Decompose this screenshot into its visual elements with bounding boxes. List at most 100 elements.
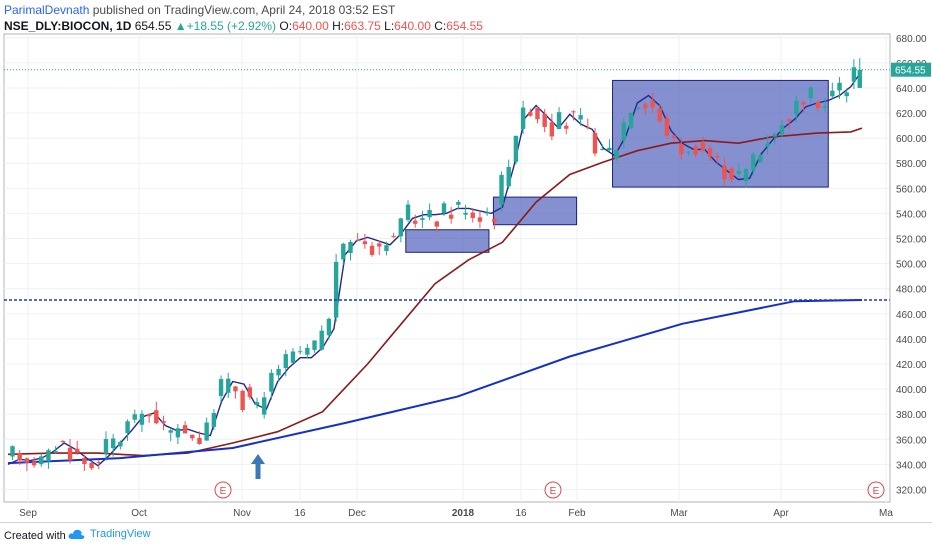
candle [506,166,511,187]
candle [348,242,353,253]
price-change: +18.55 (+2.92%) [186,19,277,33]
candle [355,239,360,241]
candle [477,217,483,222]
candle [377,243,382,247]
candle [17,453,22,461]
brand-name: TradingView [90,528,151,540]
candle [427,210,432,218]
candle [233,386,238,392]
symbol-name: NSE_DLY:BIOCON, 1D [4,19,132,33]
price-tick-label: 580.00 [896,159,927,170]
candle [513,135,519,162]
candle [132,414,137,420]
candle [89,462,94,469]
candle [269,372,274,392]
last-price: 654.55 [134,19,172,33]
close-label: C: [434,19,447,33]
candle [743,168,749,182]
tradingview-logo[interactable]: TradingView [68,528,151,540]
candle [772,133,778,137]
candle [786,119,792,121]
candle [686,151,691,153]
candle [218,379,224,397]
close-value: 654.55 [446,19,483,33]
candle [182,425,188,434]
candle [96,461,101,463]
candle [398,218,404,237]
arrow-up-icon [251,454,265,479]
candle [197,437,202,444]
price-tick-label: 420.00 [896,360,927,371]
high-label: H: [332,19,345,33]
candle [671,135,677,138]
candle [722,165,727,180]
candle [283,354,288,369]
price-tick-label: 440.00 [896,335,927,346]
candle [190,434,195,439]
candle [110,438,116,449]
candle [53,450,58,452]
price-tick-label: 480.00 [896,285,927,296]
candle [600,148,605,150]
candle [729,168,734,180]
candle [204,422,209,441]
candle [125,421,130,433]
price-tick-label: 640.00 [896,84,927,95]
candle [290,351,296,363]
candle [715,156,720,158]
publish-text: published on TradingView.com, April 24, … [92,3,396,17]
earnings-marker-icon [867,481,885,499]
candle [650,100,655,108]
time-tick-label: Apr [773,508,789,519]
candle [657,108,662,122]
candle [614,150,619,159]
earnings-marker-label: E [873,486,880,497]
candle [607,147,612,151]
author-link[interactable]: ParimalDevnath [4,3,90,17]
candle [262,397,267,415]
candle [822,106,828,109]
candle [628,112,634,129]
candle [154,410,159,424]
candle [851,67,857,82]
candle [247,387,253,397]
price-tick-label: 680.00 [896,34,927,45]
candle [492,218,497,222]
price-tick-label: 600.00 [896,134,927,145]
candle [765,143,770,147]
price-axis[interactable]: 320.00 340.00 360.00 380.00 400.00 420.00 440.… [889,34,931,502]
candle [146,414,152,417]
footer: Created with TradingView [0,522,932,551]
price-tick-label: 460.00 [896,310,927,321]
candle [801,102,806,105]
candle [549,122,555,137]
time-tick-label: 16 [515,508,527,519]
candle [39,456,44,465]
time-tick-label: Dec [348,508,366,519]
price-tick-label: 380.00 [896,410,927,421]
candle [520,107,526,129]
candle [168,430,173,433]
time-axis[interactable]: Sep Oct Nov 16 Dec 2018 16 Feb Mar Apr Ma [19,508,893,519]
candle [254,402,260,406]
candle [779,125,785,135]
candle [707,148,713,157]
candle [319,330,324,350]
candle [585,127,591,129]
open-label: O: [279,19,293,33]
candle [103,439,109,454]
price-chart[interactable]: E E E 320.00 340.00 360.00 380.00 400.00 420.00… [0,0,932,522]
consolidation-boxes[interactable] [405,79,829,253]
candle [484,212,490,214]
candle [815,101,821,108]
candle [441,203,447,214]
candle [571,111,576,113]
candle [46,450,51,462]
candle [837,82,842,91]
candle [794,100,799,115]
candle [333,261,339,318]
time-tick-label: 2018 [452,508,475,519]
candle [60,440,66,442]
slow-ma-line [7,299,863,465]
candle [542,113,547,127]
